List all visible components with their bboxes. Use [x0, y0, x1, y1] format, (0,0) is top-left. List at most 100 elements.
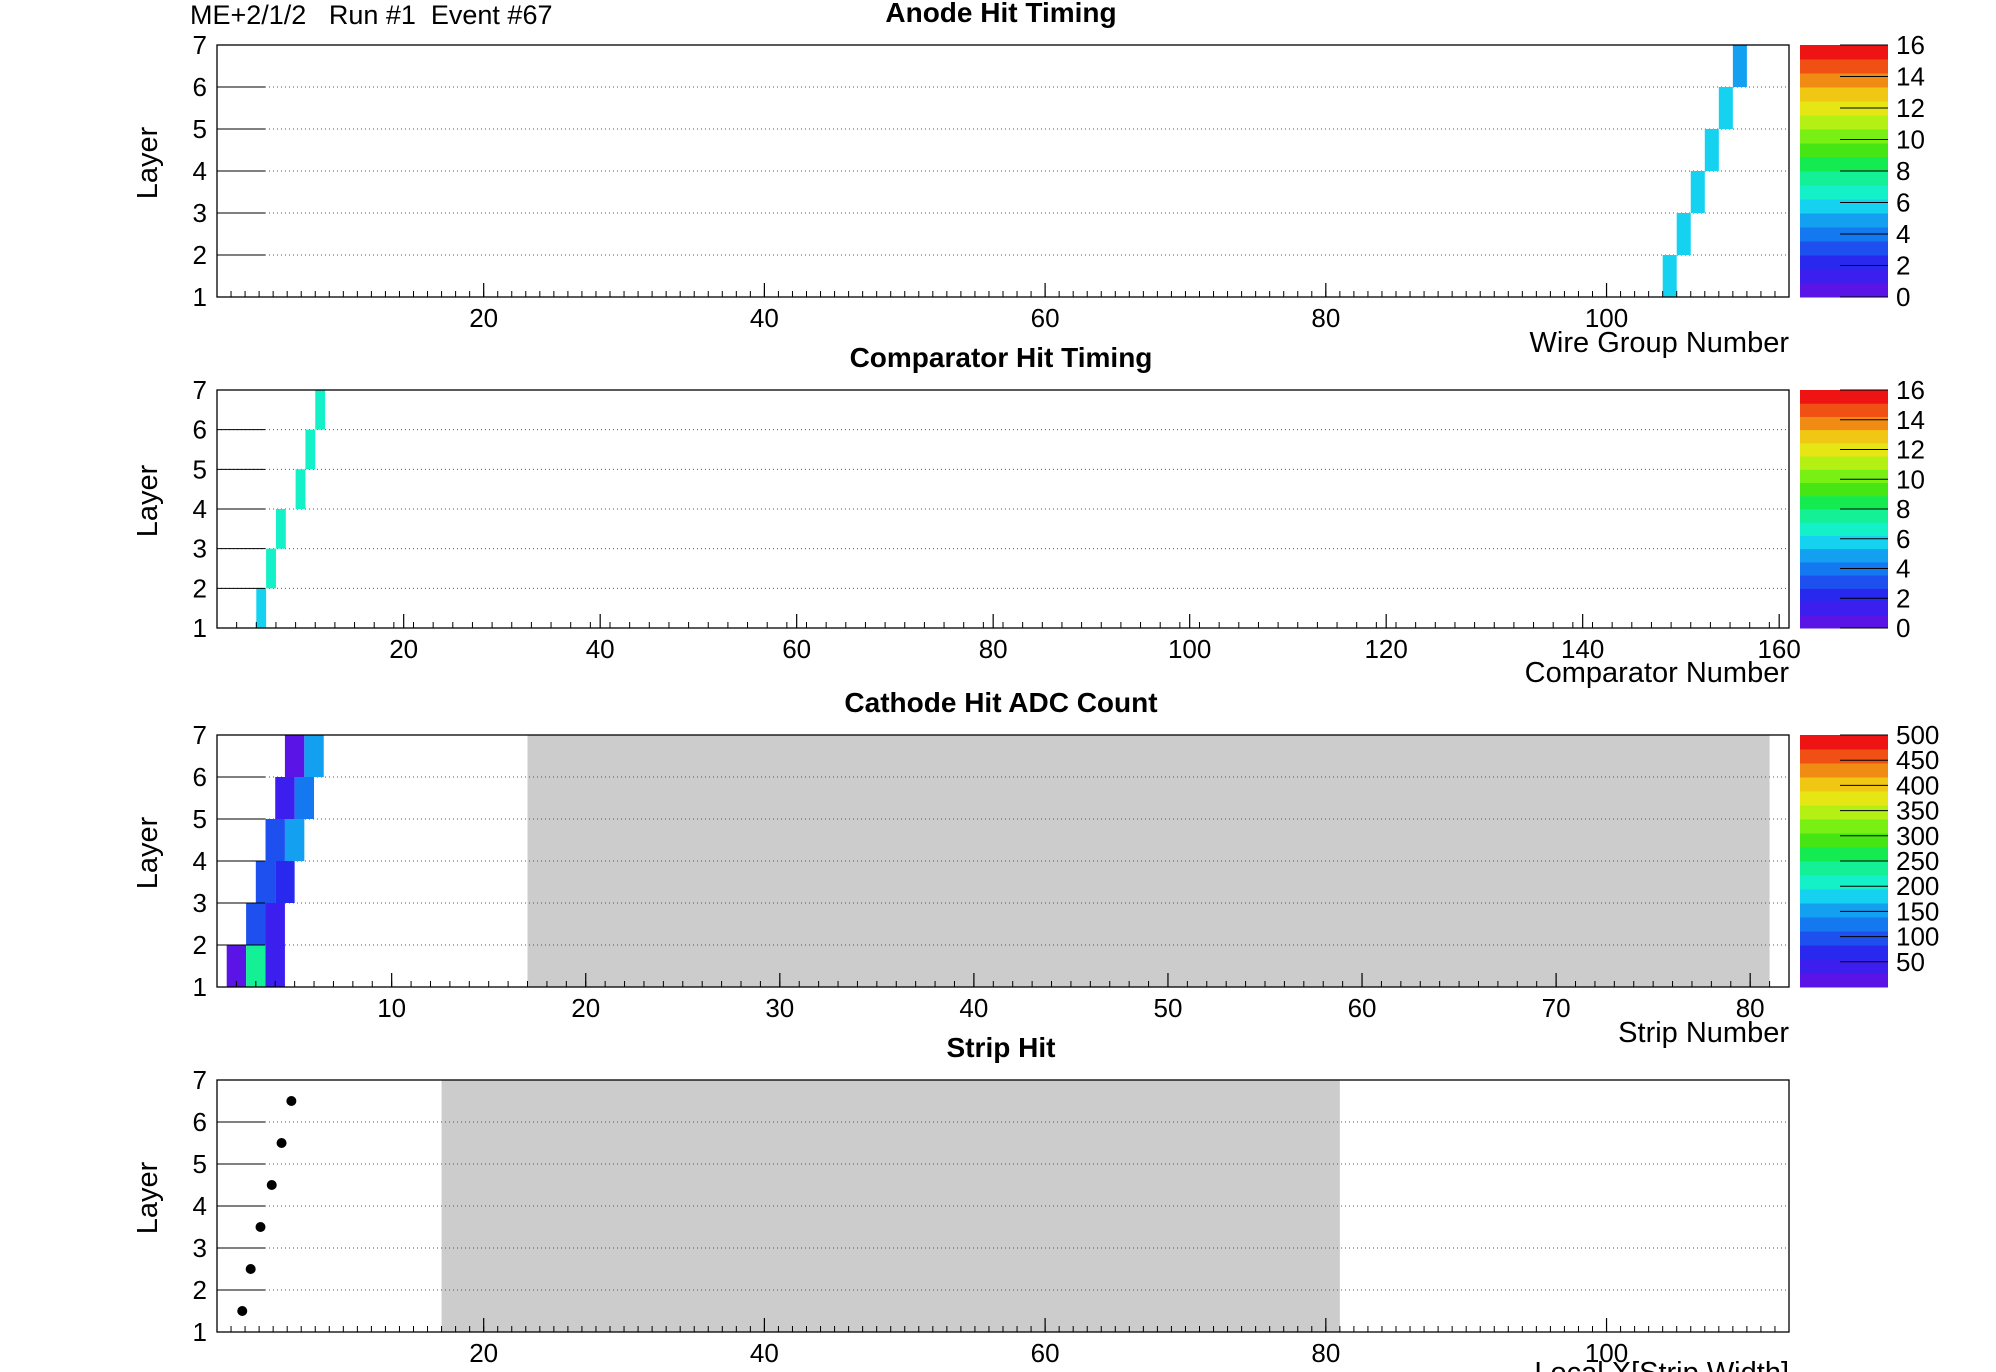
heatmap-cell — [284, 735, 305, 777]
x-axis-label: Strip Number — [1618, 1017, 1789, 1049]
plot-area — [217, 45, 1789, 297]
color-scale-swatch — [1800, 482, 1888, 497]
x-tick-label: 20 — [389, 634, 418, 664]
y-tick-label: 7 — [193, 375, 207, 405]
color-scale-swatch — [1800, 213, 1888, 228]
masked-region — [527, 735, 1770, 987]
color-scale-label: 14 — [1896, 62, 1925, 92]
y-tick-label: 5 — [193, 804, 207, 834]
heatmap-cell — [255, 861, 276, 903]
y-tick-label: 5 — [193, 114, 207, 144]
plot-area — [217, 390, 1789, 628]
x-axis-label: Local X[Strip Width] — [1534, 1357, 1789, 1372]
x-tick-label: 160 — [1757, 634, 1800, 664]
color-scale-swatch — [1800, 917, 1888, 932]
color-scale-label: 4 — [1896, 554, 1910, 584]
y-tick-label: 4 — [193, 156, 207, 186]
heatmap-cell — [246, 903, 266, 945]
color-scale-label: 400 — [1896, 770, 1939, 800]
x-tick-label: 20 — [571, 993, 600, 1023]
y-tick-label: 7 — [193, 720, 207, 750]
color-scale-swatch — [1800, 73, 1888, 88]
y-tick-label: 4 — [193, 846, 207, 876]
color-scale-swatch — [1800, 889, 1888, 904]
chart-title: Comparator Hit Timing — [850, 342, 1153, 373]
chart-title: Strip Hit — [947, 1032, 1056, 1063]
color-scale-swatch — [1800, 495, 1888, 510]
color-scale-label: 200 — [1896, 871, 1939, 901]
x-tick-label: 80 — [979, 634, 1008, 664]
color-scale-swatch — [1800, 847, 1888, 862]
heatmap-cell — [246, 945, 266, 987]
x-tick-label: 40 — [750, 1338, 779, 1368]
y-tick-label: 4 — [193, 1191, 207, 1221]
x-tick-label: 100 — [1168, 634, 1211, 664]
heatmap-cell — [1732, 45, 1747, 87]
color-scale-label: 6 — [1896, 188, 1910, 218]
data-point — [237, 1306, 248, 1316]
heatmap-cell — [275, 861, 295, 903]
x-tick-label: 80 — [1311, 1338, 1340, 1368]
y-tick-label: 3 — [193, 888, 207, 918]
x-tick-label: 20 — [469, 1338, 498, 1368]
heatmap-cell — [284, 819, 305, 861]
heatmap-cell — [265, 945, 285, 987]
run-event-label: ME+2/1/2 Run #1 Event #67 — [190, 0, 553, 30]
color-scale-swatch — [1800, 819, 1888, 834]
heatmap-cell — [295, 469, 306, 509]
y-axis-label: Layer — [132, 464, 164, 537]
color-scale-swatch — [1800, 45, 1888, 60]
x-tick-label: 60 — [782, 634, 811, 664]
color-scale-label: 300 — [1896, 821, 1939, 851]
color-scale-swatch — [1800, 129, 1888, 144]
color-scale-label: 12 — [1896, 435, 1925, 465]
color-scale-swatch — [1800, 283, 1888, 298]
data-point — [255, 1222, 266, 1232]
color-scale-swatch — [1800, 416, 1888, 431]
y-tick-label: 1 — [193, 613, 207, 643]
y-tick-label: 1 — [193, 282, 207, 312]
color-scale-swatch — [1800, 199, 1888, 214]
y-tick-label: 2 — [193, 930, 207, 960]
y-tick-label: 3 — [193, 534, 207, 564]
y-tick-label: 2 — [193, 1275, 207, 1305]
chart-title: Anode Hit Timing — [885, 0, 1116, 28]
y-tick-label: 5 — [193, 1149, 207, 1179]
color-scale-swatch — [1800, 522, 1888, 536]
x-tick-label: 60 — [1031, 1338, 1060, 1368]
x-tick-label: 100 — [1585, 303, 1628, 333]
color-scale-swatch — [1800, 87, 1888, 102]
heatmap-cell — [226, 945, 247, 987]
color-scale-label: 10 — [1896, 464, 1925, 494]
y-axis-label: Layer — [132, 1161, 164, 1234]
color-scale-swatch — [1800, 171, 1888, 186]
color-scale-label: 16 — [1896, 30, 1925, 60]
color-scale-swatch — [1800, 777, 1888, 792]
x-tick-label: 140 — [1561, 634, 1604, 664]
x-tick-label: 80 — [1311, 303, 1340, 333]
x-axis-label: Wire Group Number — [1530, 327, 1790, 359]
color-scale-swatch — [1800, 429, 1888, 444]
x-tick-label: 30 — [765, 993, 794, 1023]
data-point — [276, 1138, 287, 1148]
color-scale-swatch — [1800, 959, 1888, 974]
color-scale-swatch — [1800, 614, 1888, 629]
y-axis-label: Layer — [132, 816, 164, 889]
y-tick-label: 7 — [193, 30, 207, 60]
color-scale-swatch — [1800, 931, 1888, 946]
color-scale-label: 8 — [1896, 494, 1910, 524]
heatmap-cell — [256, 588, 267, 628]
color-scale-swatch — [1800, 469, 1888, 484]
heatmap-cell — [275, 509, 286, 549]
color-scale-label: 150 — [1896, 896, 1939, 926]
y-tick-label: 1 — [193, 1317, 207, 1347]
y-tick-label: 1 — [193, 972, 207, 1002]
x-tick-label: 20 — [469, 303, 498, 333]
x-tick-label: 10 — [377, 993, 406, 1023]
y-tick-label: 5 — [193, 454, 207, 484]
color-scale-label: 4 — [1896, 219, 1910, 249]
color-scale-label: 0 — [1896, 613, 1910, 643]
color-scale-swatch — [1800, 973, 1888, 988]
